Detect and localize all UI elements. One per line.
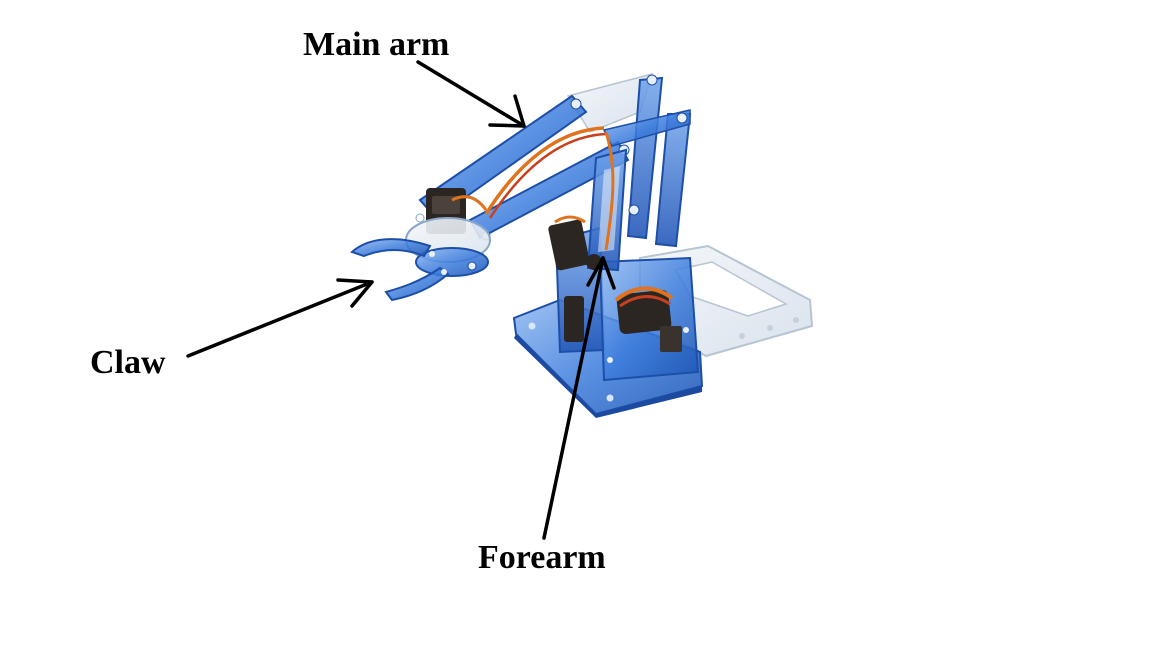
claw-fingers [350,238,450,302]
main-arm-label: Main arm [303,26,450,63]
forearm-link [586,148,628,272]
forearm-label: Forearm [478,539,606,576]
arrow-main-arm [416,60,526,128]
robot-arm-illustration [350,72,814,418]
claw-label: Claw [90,344,166,381]
base-servos [548,215,682,352]
arrow-claw [186,278,374,358]
arrow-forearm [542,256,616,540]
servo-wires [484,126,615,251]
